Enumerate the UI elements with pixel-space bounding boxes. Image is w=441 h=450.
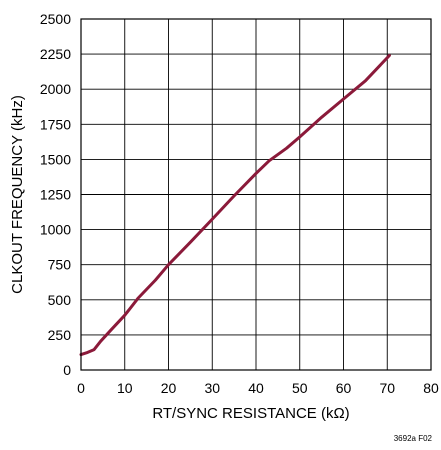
y-tick-label: 2500 xyxy=(40,11,71,27)
y-axis-title: CLKOUT FREQUENCY (kHz) xyxy=(9,95,26,294)
x-tick-label: 80 xyxy=(423,380,439,396)
x-tick-label: 0 xyxy=(77,380,85,396)
x-tick-label: 20 xyxy=(161,380,177,396)
y-tick-labels: 0 250 500 750 1000 1250 1500 1750 2000 2250 2500 xyxy=(40,11,71,378)
x-tick-label: 40 xyxy=(248,380,264,396)
y-tick-label: 0 xyxy=(63,362,71,378)
y-tick-label: 2250 xyxy=(40,46,71,62)
y-tick-label: 500 xyxy=(48,292,72,308)
y-tick-label: 750 xyxy=(48,257,72,273)
y-tick-label: 1750 xyxy=(40,116,71,132)
x-tick-label: 10 xyxy=(117,380,133,396)
figure-id: 3692a F02 xyxy=(394,434,433,443)
y-tick-label: 1500 xyxy=(40,151,71,167)
x-axis-title: RT/SYNC RESISTANCE (kΩ) xyxy=(152,405,349,422)
series-line xyxy=(79,54,391,357)
x-tick-labels: 0 10 20 30 40 50 60 70 80 xyxy=(77,380,439,396)
plot-frame xyxy=(80,18,432,371)
y-tick-label: 1250 xyxy=(40,187,71,203)
x-tick-label: 60 xyxy=(336,380,352,396)
x-tick-label: 70 xyxy=(379,380,395,396)
y-tick-label: 1000 xyxy=(40,222,71,238)
y-tick-label: 2000 xyxy=(40,81,71,97)
x-tick-label: 30 xyxy=(204,380,220,396)
x-tick-label: 50 xyxy=(292,380,308,396)
grid xyxy=(80,18,432,371)
y-tick-label: 250 xyxy=(48,327,72,343)
